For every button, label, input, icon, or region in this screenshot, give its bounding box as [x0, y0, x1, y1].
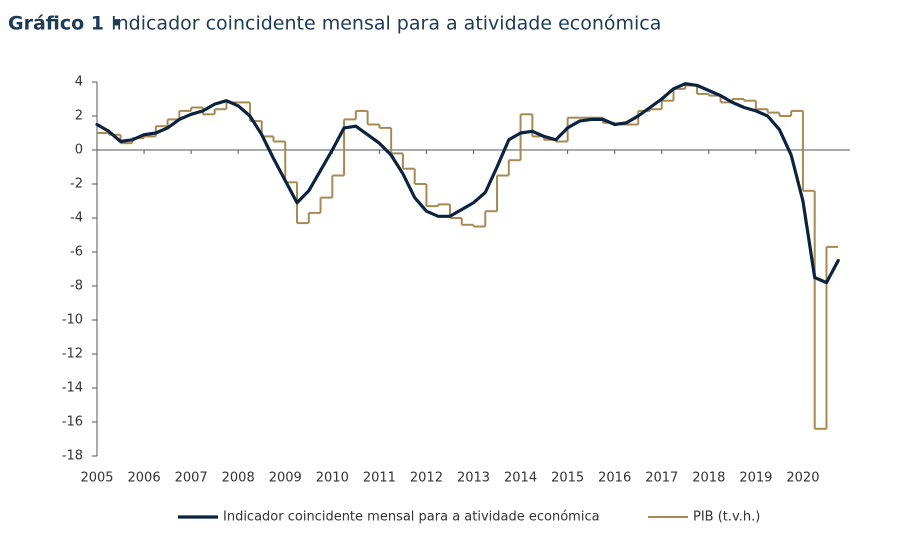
x-tick-label: 2010 — [316, 471, 349, 486]
y-tick-label: -2 — [70, 177, 83, 192]
x-tick-label: 2016 — [598, 471, 631, 486]
x-tick-label: 2018 — [692, 471, 725, 486]
x-tick-label: 2014 — [504, 471, 537, 486]
x-tick-label: 2005 — [80, 471, 113, 486]
y-tick-label: -4 — [70, 211, 83, 226]
y-tick-label: -16 — [62, 415, 83, 430]
y-tick-label: -6 — [70, 245, 83, 260]
y-tick-label: -14 — [62, 381, 83, 396]
x-tick-label: 2009 — [269, 471, 302, 486]
y-tick-label: -10 — [62, 313, 83, 328]
y-tick-label: 2 — [75, 109, 83, 124]
x-tick-label: 2012 — [410, 471, 443, 486]
x-tick-label: 2011 — [363, 471, 396, 486]
x-tick-label: 2006 — [128, 471, 161, 486]
y-tick-label: -8 — [70, 279, 83, 294]
x-tick-label: 2008 — [222, 471, 255, 486]
x-tick-label: 2019 — [739, 471, 772, 486]
chart-title: Indicador coincidente mensal para a ativ… — [111, 13, 661, 35]
series-line — [95, 82, 840, 285]
legend-label: Indicador coincidente mensal para a ativ… — [223, 510, 600, 525]
x-tick-label: 2015 — [551, 471, 584, 486]
x-tick-label: 2013 — [457, 471, 490, 486]
y-tick-label: -18 — [62, 449, 83, 464]
x-tick-label: 2020 — [786, 471, 819, 486]
y-tick-label: 4 — [75, 75, 83, 90]
y-tick-label: -12 — [62, 347, 83, 362]
x-tick-label: 2007 — [175, 471, 208, 486]
chart-title-label: Gráfico 1 • — [8, 13, 123, 35]
x-tick-label: 2017 — [645, 471, 678, 486]
legend-label: PIB (t.v.h.) — [693, 510, 760, 525]
y-tick-label: 0 — [75, 143, 83, 158]
